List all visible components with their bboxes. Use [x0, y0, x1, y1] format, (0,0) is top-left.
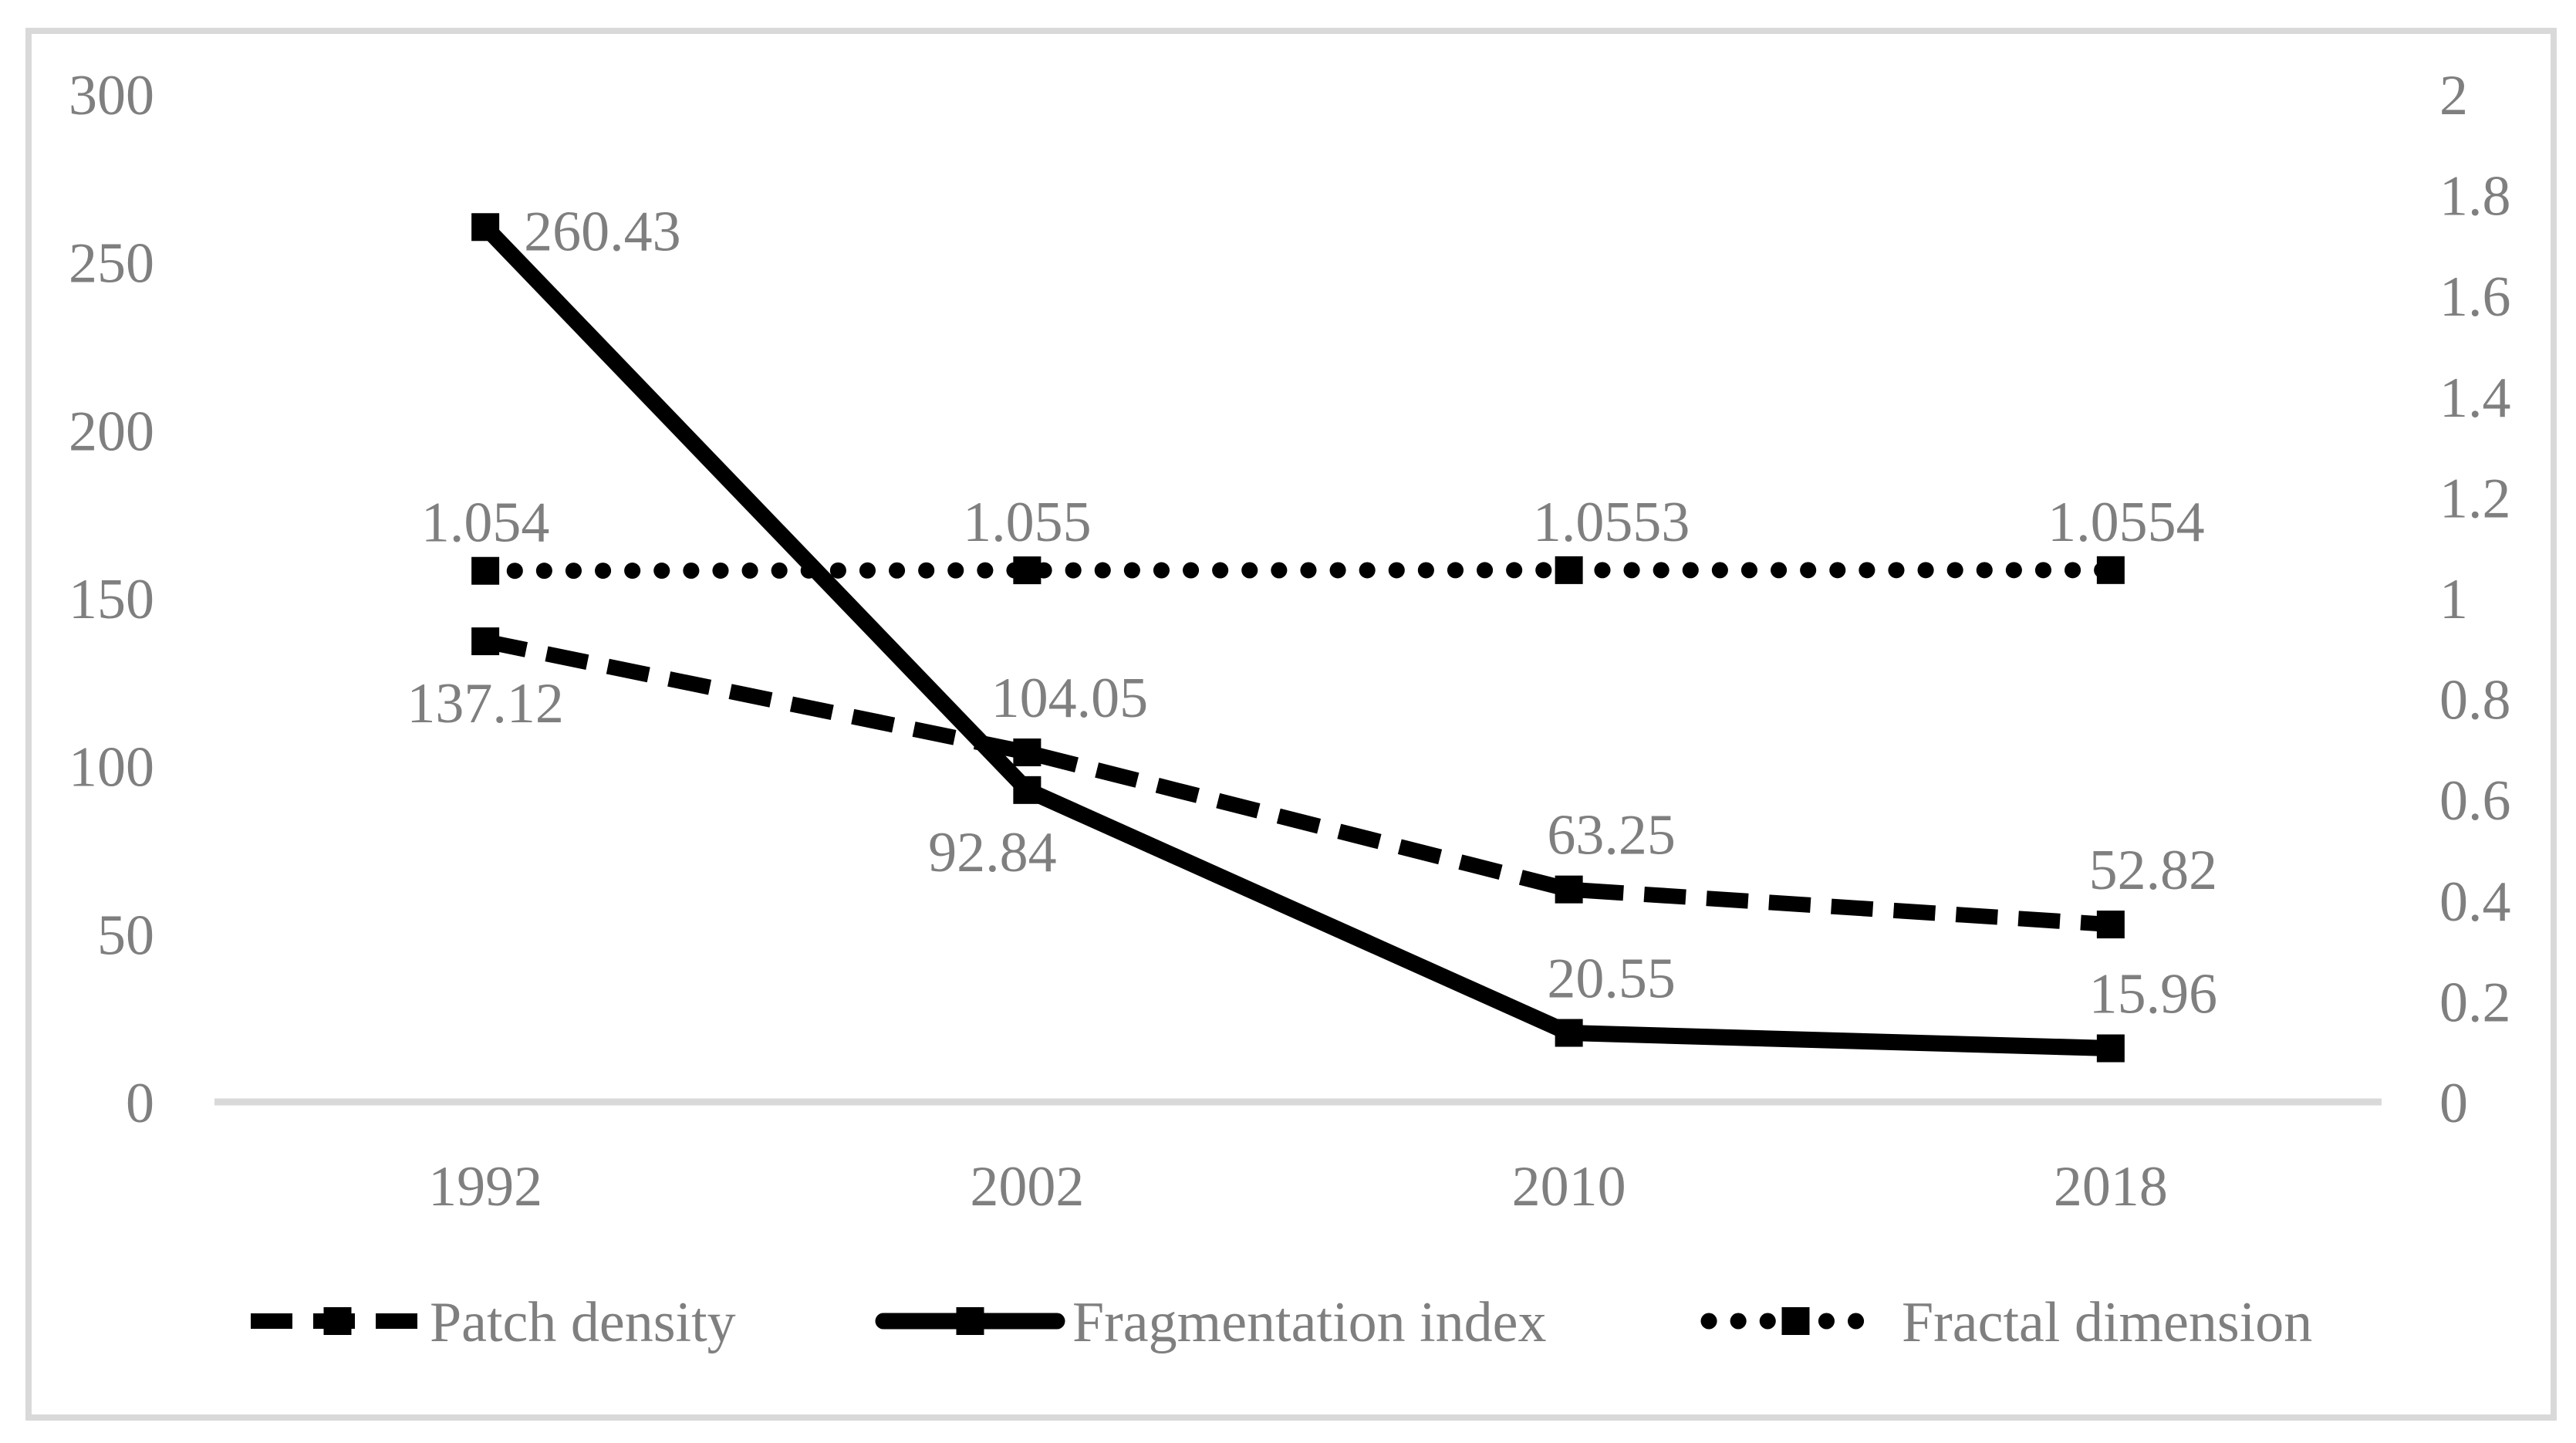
y-axis-right-tick-label: 0.8 — [2439, 669, 2511, 732]
legend-item-fragmentation-index: Fragmentation index — [875, 1291, 1546, 1354]
x-axis-tick-label: 2018 — [2054, 1155, 2168, 1218]
data-label-fractal-dimension: 1.0554 — [2048, 491, 2205, 554]
data-point-marker-fragmentation-index — [2096, 1034, 2125, 1063]
x-axis-tick-label: 2002 — [970, 1155, 1084, 1218]
y-axis-left-tick-label: 100 — [69, 736, 154, 799]
y-axis-right-tick-label: 0.2 — [2439, 971, 2511, 1034]
data-label-fractal-dimension: 1.0553 — [1533, 491, 1690, 554]
data-point-marker-patch-density — [471, 627, 500, 656]
y-axis-right-tick-label: 1.8 — [2439, 165, 2511, 228]
data-label-fractal-dimension: 1.055 — [963, 491, 1092, 554]
data-point-marker-fragmentation-index — [1555, 1019, 1583, 1047]
chart-border — [25, 28, 2557, 1421]
y-axis-right-tick-label: 2 — [2439, 64, 2468, 127]
legend-marker — [956, 1307, 984, 1335]
y-axis-right-tick-label: 0.4 — [2439, 870, 2511, 934]
data-point-marker-fractal-dimension — [2096, 556, 2125, 584]
data-label-fractal-dimension: 1.054 — [421, 492, 550, 555]
data-label-patch-density: 52.82 — [2089, 839, 2218, 902]
legend-label: Fragmentation index — [1072, 1291, 1546, 1354]
data-label-patch-density: 137.12 — [407, 672, 564, 735]
y-axis-right-tick-label: 1.2 — [2439, 467, 2511, 530]
series-line-patch-density — [484, 634, 2112, 933]
x-axis-tick-label: 1992 — [428, 1155, 542, 1218]
y-axis-left-tick-label: 0 — [126, 1072, 154, 1135]
data-point-marker-fractal-dimension — [1555, 556, 1583, 584]
y-axis-right-tick-label: 1 — [2439, 568, 2468, 631]
data-label-patch-density: 104.05 — [991, 667, 1149, 730]
data-label-fragmentation-index: 260.43 — [524, 200, 681, 263]
series-line-fragmentation-index — [477, 218, 2119, 1057]
data-point-marker-patch-density — [1555, 875, 1583, 904]
y-axis-left-tick-label: 50 — [97, 904, 154, 967]
y-axis-right-tick-label: 0 — [2439, 1072, 2468, 1135]
y-axis-left-tick-label: 250 — [69, 232, 154, 296]
data-label-fragmentation-index: 15.96 — [2089, 963, 2218, 1026]
data-label-patch-density: 63.25 — [1547, 804, 1676, 867]
legend-item-fractal-dimension: Fractal dimension — [1700, 1291, 2312, 1354]
y-axis-left-tick-label: 150 — [69, 568, 154, 631]
data-point-marker-patch-density — [1013, 738, 1042, 767]
data-point-marker-patch-density — [2096, 911, 2125, 939]
y-axis-left-tick-label: 300 — [69, 64, 154, 127]
x-axis-tick-label: 2010 — [1512, 1155, 1626, 1218]
y-axis-left-tick-label: 200 — [69, 400, 154, 463]
legend-marker — [323, 1307, 352, 1335]
y-axis-right-tick-label: 1.4 — [2439, 367, 2511, 430]
y-axis-right-tick-label: 1.6 — [2439, 265, 2511, 329]
legend-marker — [1781, 1307, 1810, 1335]
data-point-marker-fractal-dimension — [471, 556, 500, 585]
legend-item-patch-density: Patch density — [251, 1291, 736, 1354]
data-label-fragmentation-index: 92.84 — [928, 821, 1057, 884]
legend-label: Fractal dimension — [1902, 1291, 2312, 1354]
series-line-fractal-dimension — [477, 562, 2119, 580]
data-point-marker-fractal-dimension — [1013, 556, 1042, 585]
data-point-marker-fragmentation-index — [1013, 776, 1042, 804]
data-point-marker-fragmentation-index — [471, 213, 500, 242]
legend-label: Patch density — [430, 1291, 736, 1354]
y-axis-right-tick-label: 0.6 — [2439, 769, 2511, 833]
data-label-fragmentation-index: 20.55 — [1547, 948, 1676, 1011]
